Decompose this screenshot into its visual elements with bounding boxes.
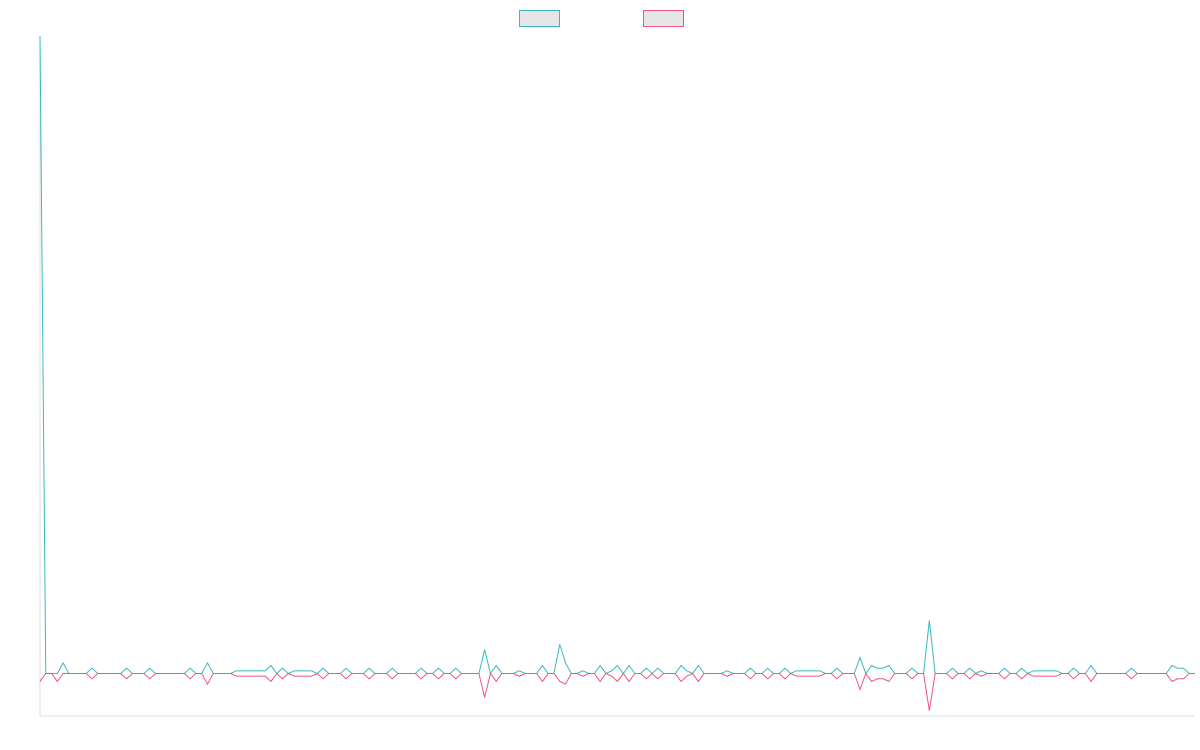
legend[interactable] (519, 10, 684, 27)
series-line-2 (39, 672, 1195, 711)
series-line-1 (39, 35, 1195, 675)
series-layer (39, 35, 1195, 711)
legend-swatch-1[interactable] (519, 10, 560, 27)
legend-swatch-2[interactable] (643, 10, 684, 27)
